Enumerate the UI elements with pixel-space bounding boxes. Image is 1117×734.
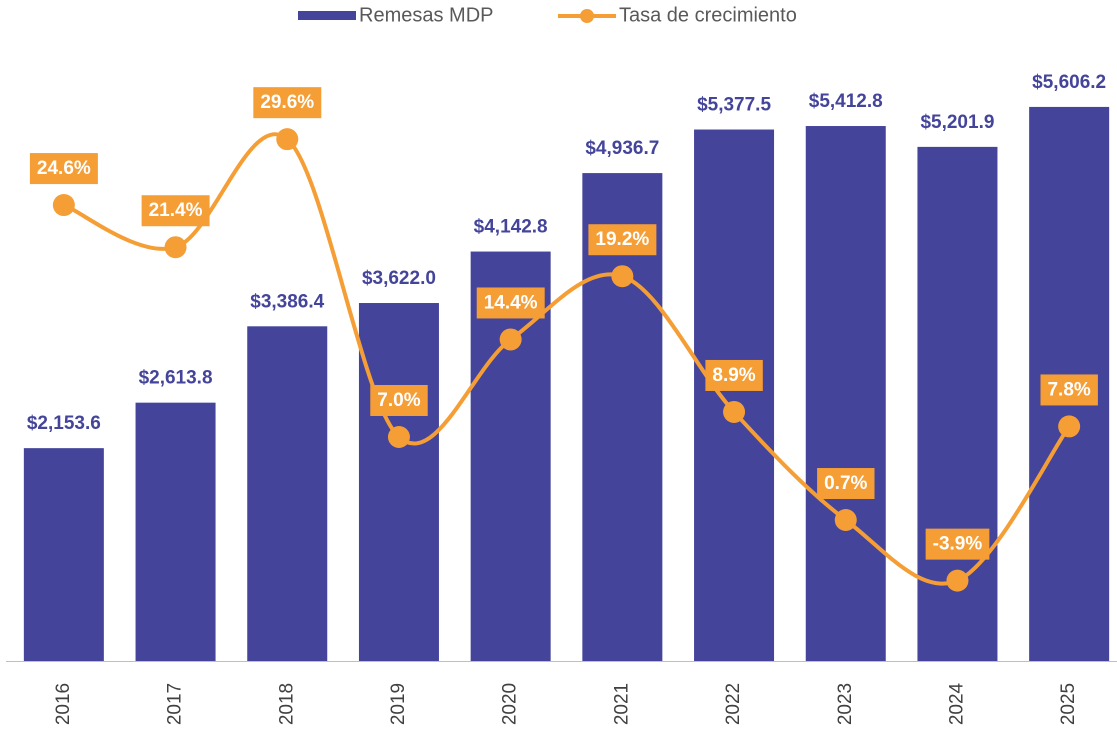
line-value-text: 14.4% (484, 292, 538, 313)
line-point (1058, 415, 1081, 438)
bar-value-label: $5,201.9 (920, 112, 994, 133)
line-value-label: 21.4% (141, 195, 210, 227)
x-tick-label: 2021 (611, 683, 632, 725)
line-value-text: 7.0% (377, 390, 420, 411)
label-box (925, 528, 990, 560)
label-box (253, 87, 322, 119)
line-value-text: 21.4% (149, 200, 203, 221)
line-value-text: 19.2% (595, 229, 649, 250)
bar (358, 303, 439, 661)
line-point (52, 194, 75, 217)
bar (247, 326, 328, 661)
bar (23, 448, 104, 661)
line-value-label: 24.6% (29, 153, 98, 185)
line-value-label: 29.6% (253, 87, 322, 119)
line-value-text: 7.8% (1047, 379, 1090, 400)
x-tick-label: 2016 (53, 683, 74, 725)
x-tick-label: 2024 (946, 682, 967, 725)
line-value-text: 24.6% (37, 158, 91, 179)
legend-label: Tasa de crecimiento (619, 4, 797, 26)
legend-label: Remesas MDP (359, 4, 493, 26)
bar-value-label: $4,142.8 (474, 217, 548, 238)
line-value-label: -3.9% (925, 528, 990, 560)
label-box (141, 195, 210, 227)
line-value-text: 0.7% (824, 473, 867, 494)
line-point (946, 569, 969, 592)
line-value-label: 7.0% (370, 384, 428, 416)
x-tick-label: 2020 (500, 683, 521, 725)
line-value-label: 7.8% (1040, 374, 1098, 406)
bar-value-label: $5,606.2 (1032, 72, 1106, 93)
x-tick-label: 2025 (1058, 683, 1079, 725)
line-point (387, 425, 410, 448)
label-box (705, 359, 763, 391)
bar-value-label: $4,936.7 (585, 138, 659, 159)
x-tick-label: 2022 (723, 683, 744, 725)
bar (694, 129, 775, 661)
line-point (611, 265, 634, 288)
x-tick-label: 2017 (165, 683, 186, 725)
x-tick-label: 2023 (835, 683, 856, 725)
line-point (499, 328, 522, 351)
label-box (370, 384, 428, 416)
x-tick-label: 2019 (388, 683, 409, 725)
legend-swatch (580, 9, 594, 23)
legend: Remesas MDP Tasa de crecimiento (298, 4, 797, 26)
bar (805, 126, 886, 662)
bar-value-label: $3,622.0 (362, 268, 436, 289)
bar-value-label: $3,386.4 (250, 291, 324, 312)
line-value-text: 29.6% (260, 92, 314, 113)
line-point (723, 400, 746, 423)
line-value-label: 8.9% (705, 359, 763, 391)
legend-swatch (298, 11, 356, 20)
line-value-label: 0.7% (817, 468, 875, 500)
line-value-text: 8.9% (712, 365, 755, 386)
line-value-label: 19.2% (588, 224, 657, 256)
bar (135, 402, 216, 661)
line-point (834, 508, 857, 531)
bar-value-label: $5,412.8 (809, 91, 883, 112)
label-box (588, 224, 657, 256)
line-point (164, 236, 187, 259)
bar-value-label: $2,613.8 (139, 368, 213, 389)
line-value-label: 14.4% (476, 287, 545, 319)
label-box (29, 153, 98, 185)
bar-value-label: $5,377.5 (697, 95, 771, 116)
label-box (476, 287, 545, 319)
label-box (817, 468, 875, 500)
label-box (1040, 374, 1098, 406)
line-value-text: -3.9% (933, 534, 983, 555)
bar-value-label: $2,153.6 (27, 413, 101, 434)
line-point (276, 128, 299, 151)
x-tick-label: 2018 (276, 683, 297, 725)
